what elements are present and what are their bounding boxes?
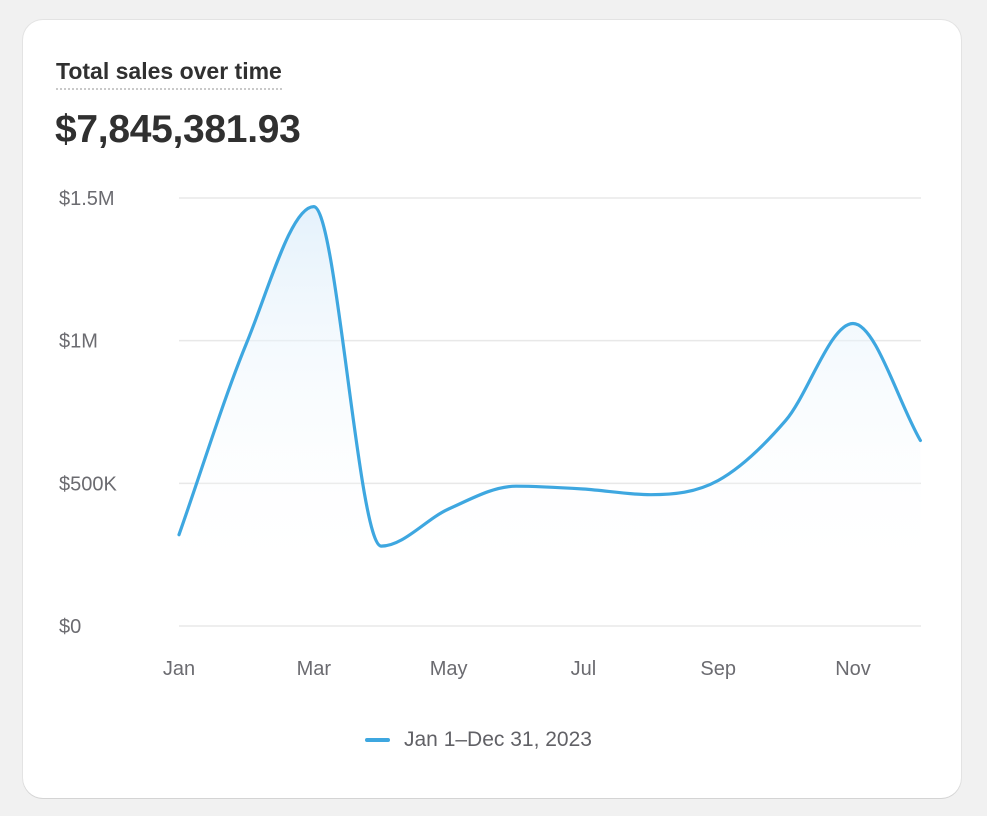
- data-point[interactable]: [310, 203, 318, 211]
- series-line[interactable]: [177, 205, 922, 548]
- card-title[interactable]: Total sales over time: [56, 58, 282, 90]
- series-area: [179, 206, 921, 586]
- data-point[interactable]: [782, 417, 790, 425]
- legend-swatch: [365, 738, 390, 742]
- data-point[interactable]: [714, 476, 722, 484]
- data-point[interactable]: [445, 505, 453, 513]
- data-point[interactable]: [849, 320, 857, 328]
- series-layer: [175, 203, 924, 586]
- data-point[interactable]: [647, 491, 655, 499]
- x-tick-label: Jan: [163, 658, 195, 680]
- x-tick-label: Nov: [835, 658, 871, 680]
- total-sales-value: $7,845,381.93: [55, 108, 301, 151]
- data-point[interactable]: [377, 542, 385, 550]
- y-tick-label: $0: [59, 616, 81, 638]
- x-tick-label: May: [430, 658, 468, 680]
- x-axis-ticks: Jan Mar May Jul Sep Nov: [163, 658, 871, 680]
- data-point[interactable]: [175, 531, 183, 539]
- x-tick-label: Mar: [297, 658, 332, 680]
- y-axis-ticks: $0 $500K $1M $1.5M: [59, 188, 117, 638]
- data-point[interactable]: [916, 437, 924, 445]
- x-tick-label: Jul: [571, 658, 597, 680]
- data-point[interactable]: [512, 482, 520, 490]
- y-tick-label: $1.5M: [59, 188, 115, 210]
- y-tick-label: $500K: [59, 473, 117, 495]
- y-tick-label: $1M: [59, 331, 98, 353]
- data-point[interactable]: [579, 485, 587, 493]
- sales-card: Total sales over time $7,845,381.93 $0 $5…: [23, 20, 961, 798]
- x-tick-label: Sep: [700, 658, 736, 680]
- data-point[interactable]: [242, 340, 250, 348]
- sales-chart: $0 $500K $1M $1.5M Jan Mar May Jul Sep Nov: [59, 188, 924, 680]
- legend-item[interactable]: Jan 1–Dec 31, 2023: [365, 728, 592, 752]
- legend-label: Jan 1–Dec 31, 2023: [404, 728, 592, 751]
